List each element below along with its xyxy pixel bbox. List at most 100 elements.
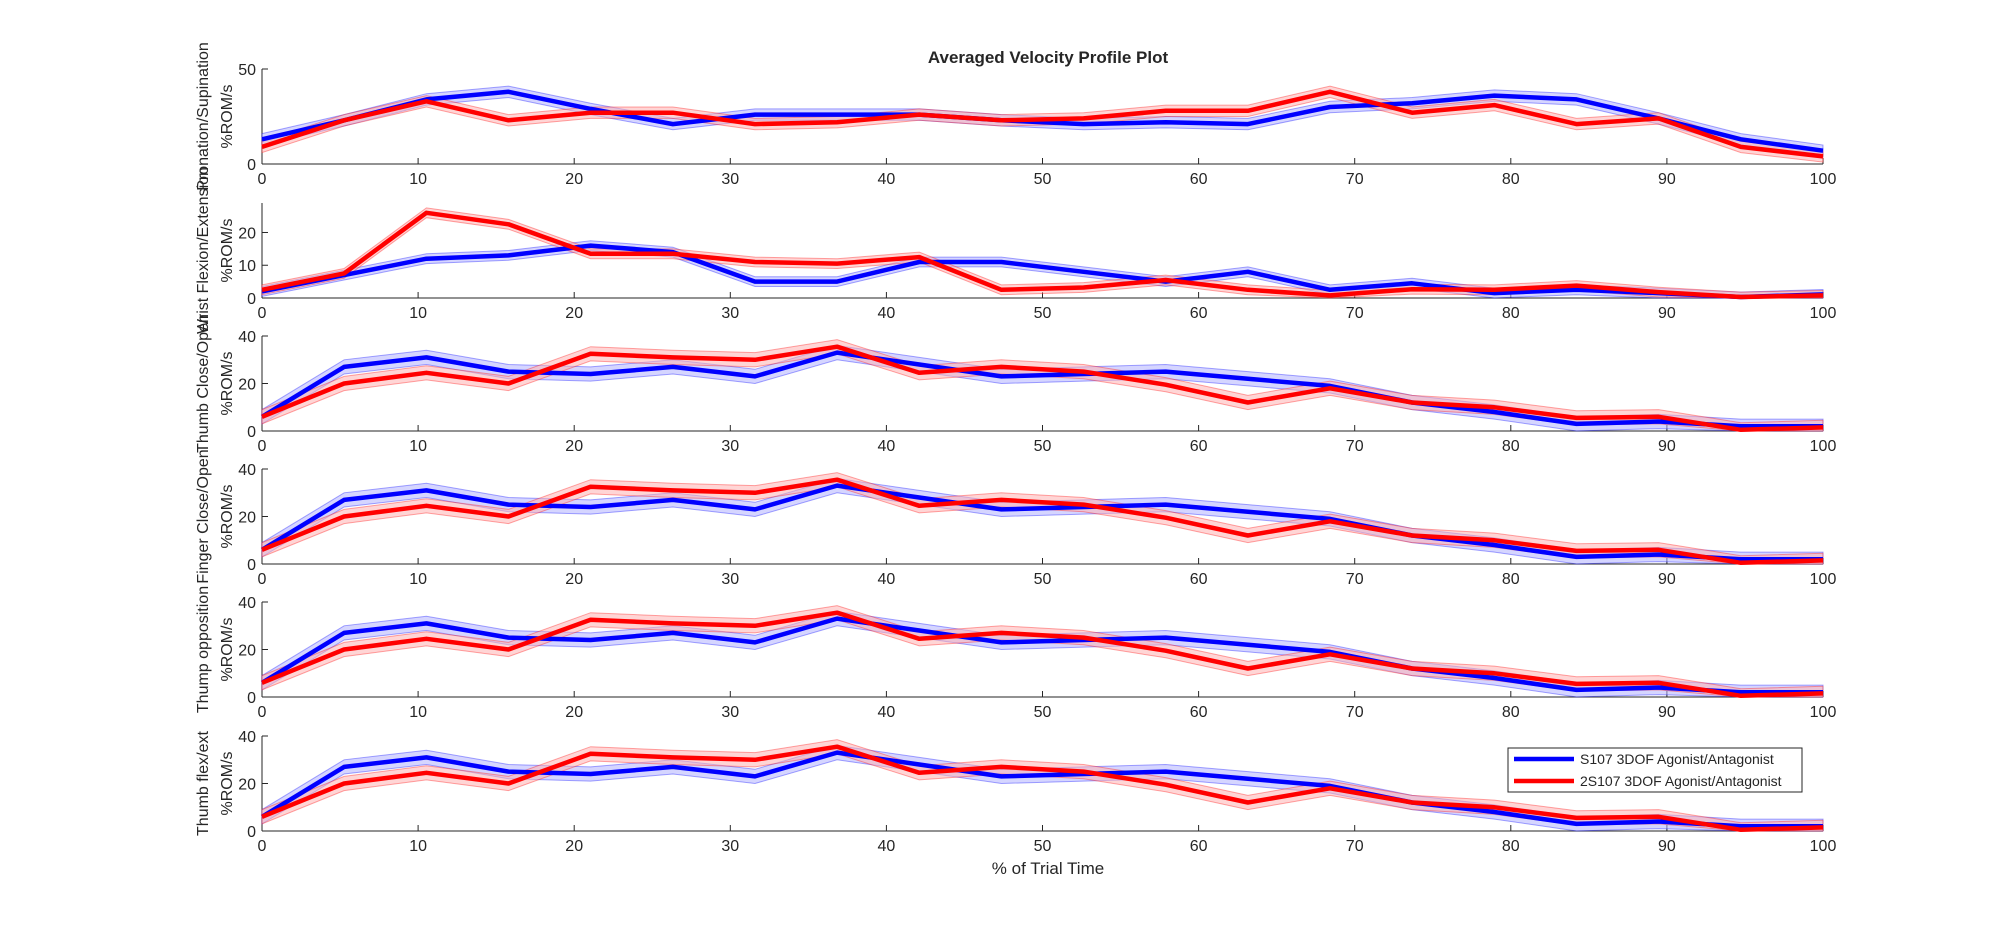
legend: S107 3DOF Agonist/Antagonist 2S107 3DOF … [1507,747,1803,793]
x-tick-label: 60 [1190,305,1208,322]
x-tick-label: 70 [1346,704,1364,721]
x-tick-label: 100 [1810,704,1837,721]
x-tick-label: 60 [1190,838,1208,855]
x-tick-label: 50 [1034,704,1052,721]
x-tick-label: 0 [258,305,267,322]
series-1-line [261,89,1824,153]
x-tick-label: 10 [409,438,427,455]
y-tick-label: 20 [238,225,256,242]
y-axis-label-name: Thump opposition [195,586,212,713]
y-tick-label: 0 [247,557,256,574]
x-tick-label: 40 [878,704,896,721]
x-tick-label: 90 [1658,571,1676,588]
y-tick-label: 20 [238,510,256,527]
series-2-band [261,339,1824,432]
legend-box [1507,747,1803,793]
x-tick-label: 50 [1034,305,1052,322]
x-tick-label: 20 [565,305,583,322]
series-2-band [261,739,1824,832]
series-2-line [261,344,1824,433]
y-tick-label: 20 [238,777,256,794]
y-axis-label-unit: %ROM/s [219,618,236,682]
x-tick-label: 20 [565,171,583,188]
x-tick-label: 70 [1346,438,1364,455]
x-tick-label: 40 [878,305,896,322]
x-tick-label: 30 [721,704,739,721]
y-tick-label: 0 [247,690,256,707]
x-axis-label: % of Trial Time [992,859,1104,878]
x-tick-label: 90 [1658,305,1676,322]
y-tick-label: 40 [238,595,256,612]
subplot-2: 0 10 20 30 40 50 60 70 80 90 100 0 10 20 Wrist Flexion… [195,167,1836,334]
x-tick-label: 10 [409,571,427,588]
subplot-3: 0 10 20 30 40 50 60 70 80 90 100 0 20 40 Thumb Close/O… [195,314,1836,455]
y-axis-label-unit: %ROM/s [219,85,236,149]
y-axis-label-name: Pronation/Supination [195,42,212,191]
x-tick-label: 90 [1658,704,1676,721]
x-tick-label: 100 [1810,571,1837,588]
x-tick-label: 0 [258,438,267,455]
x-tick-label: 40 [878,438,896,455]
x-tick-label: 80 [1502,704,1520,721]
x-tick-label: 20 [565,571,583,588]
chart-title: Averaged Velocity Profile Plot [928,48,1169,67]
x-tick-label: 30 [721,305,739,322]
y-axis-label-name: Wrist Flexion/Extension [195,167,212,334]
series-1-line [261,243,1824,300]
y-tick-label: 40 [238,462,256,479]
y-tick-label: 0 [247,824,256,841]
y-tick-label: 10 [238,258,256,275]
y-axis-label-unit: %ROM/s [219,752,236,816]
series-2-line [261,210,1824,300]
x-tick-label: 100 [1810,305,1837,322]
series-2-band [261,605,1824,698]
y-tick-label: 50 [238,62,256,79]
x-tick-label: 30 [721,171,739,188]
x-tick-label: 60 [1190,704,1208,721]
x-tick-label: 10 [409,171,427,188]
y-axis-label-unit: %ROM/s [219,352,236,416]
x-tick-label: 80 [1502,838,1520,855]
series-2-line [261,477,1824,566]
x-tick-label: 60 [1190,171,1208,188]
x-tick-label: 10 [409,838,427,855]
x-tick-label: 40 [878,571,896,588]
x-tick-label: 60 [1190,438,1208,455]
series-1-line [260,616,1823,695]
subplot-4: 0 10 20 30 40 50 60 70 80 90 100 0 20 40 Finger Close/… [195,449,1836,588]
subplot-1: 0 10 20 30 40 50 60 70 80 90 100 0 50 Pronation/Supin… [195,42,1836,191]
y-tick-label: 20 [238,643,256,660]
x-tick-label: 100 [1810,838,1837,855]
x-tick-label: 10 [409,305,427,322]
y-axis-label-unit: %ROM/s [219,485,236,549]
series-2-line [261,744,1824,833]
x-tick-label: 50 [1034,571,1052,588]
x-tick-label: 90 [1658,171,1676,188]
x-tick-label: 90 [1658,438,1676,455]
series-2-line [261,89,1824,159]
series-2-band [261,472,1824,565]
x-tick-label: 30 [721,438,739,455]
x-tick-label: 20 [565,704,583,721]
x-tick-label: 20 [565,838,583,855]
x-tick-label: 70 [1346,305,1364,322]
series-1-line [260,750,1823,829]
x-tick-label: 0 [258,838,267,855]
y-axis-label-name: Thumb Close/Open [195,314,212,453]
x-tick-label: 100 [1810,438,1837,455]
x-tick-label: 70 [1346,838,1364,855]
y-tick-label: 40 [238,729,256,746]
y-tick-label: 0 [247,291,256,308]
series-1-line [260,483,1823,562]
legend-label-series-1: S107 3DOF Agonist/Antagonist [1580,751,1774,767]
legend-label-series-2: 2S107 3DOF Agonist/Antagonist [1580,773,1782,789]
x-tick-label: 50 [1034,438,1052,455]
x-tick-label: 20 [565,438,583,455]
x-tick-label: 80 [1502,305,1520,322]
x-tick-label: 80 [1502,438,1520,455]
series-1-line [260,350,1823,429]
y-axis-label-name: Thumb flex/ext [195,730,212,835]
subplot-6: 0 10 20 30 40 50 60 70 80 90 100 0 20 40 Thumb flex/ex… [195,729,1836,855]
x-tick-label: 60 [1190,571,1208,588]
